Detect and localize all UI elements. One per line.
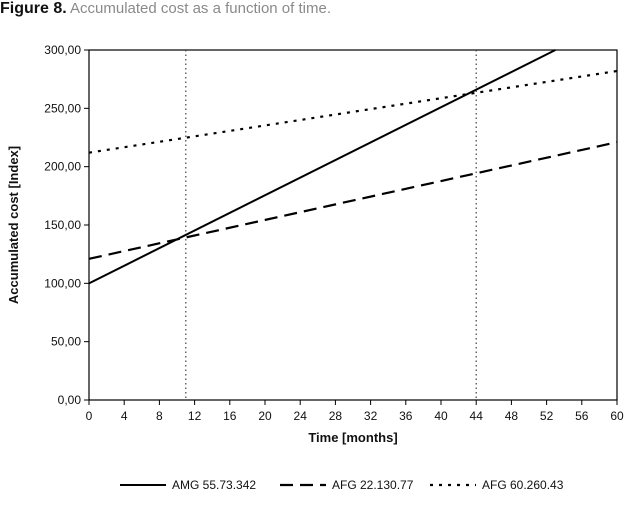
legend: AMG 55.73.342 AFG 22.130.77 AFG 60.260.43 bbox=[120, 478, 564, 492]
x-tick-label: 32 bbox=[364, 409, 378, 423]
x-tick-label: 56 bbox=[575, 409, 589, 423]
x-axis-ticks: 0 4 8 12 16 20 24 28 32 36 40 44 48 52 56 60 bbox=[86, 400, 624, 423]
x-axis-title: Time [months] bbox=[308, 430, 397, 445]
y-axis-title: Accumulated cost [Index] bbox=[6, 146, 21, 304]
x-tick-label: 48 bbox=[505, 409, 519, 423]
y-tick-label: 300,00 bbox=[44, 43, 81, 57]
figure-label: Figure 8. bbox=[0, 0, 67, 17]
x-tick-label: 16 bbox=[223, 409, 237, 423]
x-tick-label: 52 bbox=[540, 409, 554, 423]
series-layer bbox=[88, 49, 618, 285]
reference-lines bbox=[185, 50, 477, 400]
series-line-0 bbox=[88, 49, 556, 285]
y-tick-label: 250,00 bbox=[44, 101, 81, 115]
y-axis-ticks: 0,00 50,00 100,00 150,00 200,00 250,00 300,00 bbox=[44, 43, 89, 407]
legend-label: AMG 55.73.342 bbox=[172, 478, 256, 492]
x-tick-label: 0 bbox=[86, 409, 93, 423]
x-tick-label: 20 bbox=[258, 409, 272, 423]
y-tick-label: 50,00 bbox=[51, 335, 81, 349]
x-tick-label: 8 bbox=[156, 409, 163, 423]
legend-label: AFG 22.130.77 bbox=[332, 478, 414, 492]
x-tick-label: 4 bbox=[121, 409, 128, 423]
x-tick-label: 60 bbox=[610, 409, 624, 423]
x-tick-label: 12 bbox=[188, 409, 202, 423]
y-tick-label: 0,00 bbox=[58, 393, 82, 407]
series-line-1 bbox=[88, 141, 618, 260]
figure-caption-text: Accumulated cost as a function of time. bbox=[70, 0, 331, 17]
y-tick-label: 200,00 bbox=[44, 160, 81, 174]
x-tick-label: 24 bbox=[294, 409, 308, 423]
y-tick-label: 100,00 bbox=[44, 276, 81, 290]
figure-caption: Figure 8. Accumulated cost as a function… bbox=[0, 0, 640, 24]
x-tick-label: 44 bbox=[470, 409, 484, 423]
plot-area-border bbox=[88, 49, 618, 401]
x-tick-label: 36 bbox=[399, 409, 413, 423]
series-line-2 bbox=[88, 69, 618, 154]
legend-label: AFG 60.260.43 bbox=[482, 478, 564, 492]
y-tick-label: 150,00 bbox=[44, 218, 81, 232]
x-tick-label: 40 bbox=[434, 409, 448, 423]
x-tick-label: 28 bbox=[329, 409, 343, 423]
